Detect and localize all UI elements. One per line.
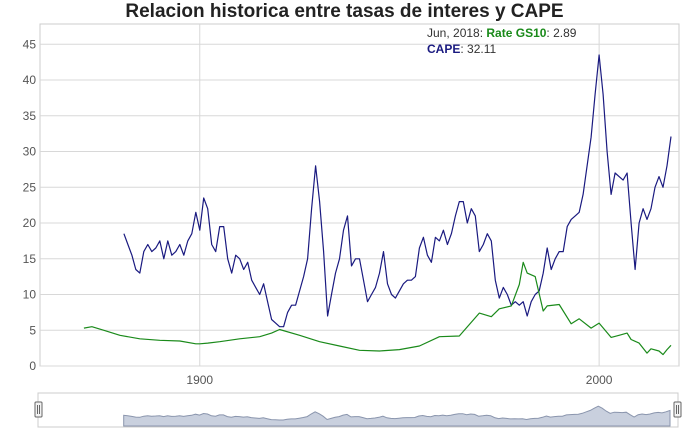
tooltip-legend: Jun, 2018: Rate GS10: 2.89 CAPE: 32.11: [427, 25, 576, 57]
y-tick-label: 15: [23, 252, 37, 266]
navigator-area: [123, 405, 671, 427]
tooltip-rate-label: Rate GS10: [486, 26, 547, 40]
tooltip-rate-value: 2.89: [553, 26, 577, 40]
series-line-rate-gs10[interactable]: [83, 261, 672, 356]
y-tick-label: 5: [29, 323, 36, 337]
y-tick-label: 0: [29, 359, 36, 373]
chart-title: Relacion historica entre tasas de intere…: [125, 1, 564, 22]
tooltip-cape-row: CAPE: 32.11: [427, 42, 497, 56]
navigator-right-handle[interactable]: [673, 401, 682, 418]
y-tick-label: 35: [23, 109, 37, 123]
y-tick-label: 20: [23, 216, 37, 230]
y-tick-label: 45: [23, 37, 37, 51]
grid: [39, 23, 680, 367]
y-tick-label: 30: [23, 145, 37, 159]
tooltip-cape-value: 32.11: [467, 42, 497, 56]
series-line-cape[interactable]: [123, 54, 672, 328]
y-tick-label: 10: [23, 288, 37, 302]
range-navigator[interactable]: [34, 392, 682, 428]
axis-labels: 0 5 10 15 20 25 30 35 40 45 1900 2000: [23, 37, 613, 387]
y-tick-label: 25: [23, 180, 37, 194]
x-tick-label: 2000: [586, 373, 613, 387]
y-tick-label: 40: [23, 73, 37, 87]
series-layer: [83, 54, 672, 356]
tooltip-rate-row: Jun, 2018: Rate GS10: 2.89: [427, 26, 577, 40]
tooltip-cape-label: CAPE: [427, 42, 461, 56]
x-tick-label: 1900: [186, 373, 213, 387]
tooltip-date: Jun, 2018: [427, 26, 480, 40]
navigator-left-handle[interactable]: [34, 401, 43, 418]
